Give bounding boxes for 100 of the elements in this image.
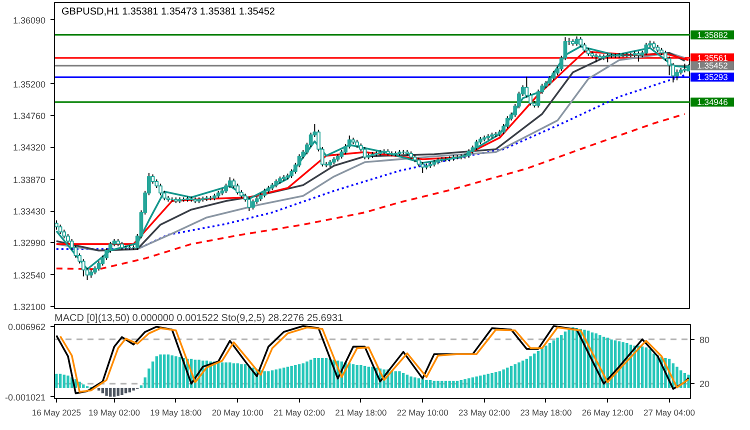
bar [363, 366, 366, 388]
y-tick-label: -0.001021 [4, 392, 46, 402]
bar [494, 372, 498, 388]
bar [414, 377, 416, 388]
bar [486, 374, 490, 388]
bar [406, 374, 409, 388]
bar [66, 376, 70, 388]
bar [58, 374, 62, 388]
bar [421, 379, 424, 388]
x-tick-label: 20 May 10:00 [212, 408, 264, 418]
y2-tick-label: 20 [700, 379, 710, 390]
bar [159, 354, 162, 388]
bar [105, 388, 108, 396]
x-tick-label: 26 May 12:00 [582, 408, 634, 418]
bar [640, 346, 644, 388]
bar [552, 340, 556, 388]
bar [648, 349, 652, 388]
bar [572, 327, 574, 388]
ref-line-label: 1.35561 [697, 52, 728, 63]
bar [306, 362, 308, 388]
candlestick [474, 139, 479, 150]
chart-title: MACD [0](13,50) 0.000000 0.001522 Sto(9,2,5) 28.2276 25.6931 [54, 313, 344, 324]
x-tick-label: 22 May 10:00 [396, 408, 449, 418]
bar [644, 347, 648, 388]
bar [506, 368, 509, 388]
bar [263, 371, 266, 388]
bar [564, 332, 567, 388]
x-tick-label: 19 May 02:00 [88, 408, 140, 418]
bar [270, 370, 274, 388]
bar [224, 362, 228, 388]
bar [298, 364, 301, 388]
y-tick-label: 1.36090 [12, 15, 46, 26]
bar [498, 371, 502, 388]
bar [170, 355, 174, 388]
bar [444, 380, 448, 388]
y2-tick-label: 80 [700, 334, 710, 345]
ref-line-label: 1.35293 [697, 72, 728, 82]
line-series [56, 113, 686, 270]
bar [410, 376, 412, 388]
y-tick-label: 1.33870 [12, 174, 46, 185]
bar [521, 360, 524, 388]
candlestick [420, 162, 425, 174]
candlestick [362, 146, 367, 160]
x-tick-label: 23 May 02:00 [458, 408, 510, 418]
bar [313, 358, 316, 388]
bar [286, 366, 290, 388]
bar [540, 348, 544, 388]
bar [163, 354, 166, 388]
bar [62, 374, 66, 388]
bar [479, 376, 482, 388]
y-tick-label: 1.35200 [12, 79, 46, 90]
candlestick [228, 176, 232, 189]
ref-line-label: 1.34946 [697, 97, 728, 108]
bar [556, 338, 559, 388]
candlestick [578, 36, 583, 48]
bar [510, 366, 513, 388]
bar [120, 388, 124, 395]
bar [482, 374, 486, 388]
candlestick [247, 196, 252, 212]
bar [460, 380, 463, 388]
bar [367, 366, 370, 388]
y-tick-label: 1.32540 [12, 270, 46, 280]
bar [321, 358, 324, 388]
bar [82, 384, 85, 388]
bar [402, 372, 405, 388]
bar [471, 377, 474, 388]
bar [132, 388, 135, 391]
x-tick-label: 16 May 2025 [32, 408, 82, 418]
bar [220, 362, 224, 388]
bar [317, 358, 320, 388]
bar [518, 362, 520, 388]
bar [475, 376, 478, 388]
bar [394, 371, 397, 388]
bar [425, 380, 428, 388]
bar [324, 358, 328, 388]
y-tick-label: 1.33430 [12, 206, 46, 216]
bar [502, 369, 505, 388]
bar [294, 365, 297, 388]
bar [398, 371, 401, 388]
bar [240, 364, 243, 388]
candlestick [58, 224, 62, 234]
bar [356, 365, 358, 388]
bar [490, 372, 494, 388]
bar [371, 366, 374, 388]
bar [244, 364, 247, 388]
bar [236, 363, 239, 388]
bar [536, 350, 540, 388]
x-tick-label: 21 May 02:00 [274, 408, 326, 418]
y-tick-label: 0.006962 [8, 322, 46, 332]
x-tick-label: 19 May 18:00 [150, 408, 202, 418]
bar [116, 388, 120, 396]
y-tick-label: 1.32100 [12, 302, 46, 312]
ref-line-label: 1.35452 [697, 60, 728, 71]
candlestick [251, 199, 255, 210]
bar [290, 366, 293, 388]
bar [155, 356, 158, 388]
bar [174, 356, 178, 388]
bar [278, 368, 282, 388]
bar [166, 354, 170, 388]
bar [456, 380, 459, 388]
